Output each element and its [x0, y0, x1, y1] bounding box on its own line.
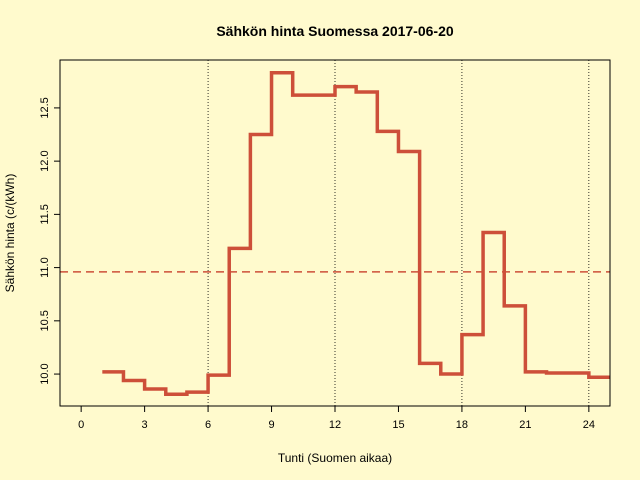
x-tick-label: 24: [583, 419, 595, 431]
y-axis-label: Sähkön hinta (c/(kWh): [3, 174, 17, 293]
x-tick-label: 3: [142, 419, 148, 431]
y-tick-label: 12.0: [39, 150, 51, 171]
x-tick-label: 9: [268, 419, 274, 431]
price-step-line: [102, 71, 610, 397]
x-tick-label: 21: [519, 419, 531, 431]
y-tick-label: 11.0: [39, 257, 51, 278]
x-axis-label: Tunti (Suomen aikaa): [278, 451, 392, 465]
y-axis: 10.0 10.5 11.0 11.5 12.0 12.5: [39, 97, 61, 385]
x-axis: 0 3 6 9 12 15 18 21 24: [78, 405, 595, 431]
x-tick-label: 12: [329, 419, 341, 431]
y-tick-label: 12.5: [39, 97, 51, 118]
chart-title: Sähkön hinta Suomessa 2017-06-20: [216, 23, 454, 39]
x-tick-label: 6: [205, 419, 211, 431]
x-tick-label: 15: [392, 419, 404, 431]
y-tick-label: 11.5: [39, 204, 51, 225]
series-group: [102, 71, 611, 397]
y-tick-label: 10.0: [39, 363, 51, 384]
x-tick-label: 0: [78, 419, 84, 431]
x-tick-label: 18: [456, 419, 468, 431]
y-tick-label: 10.5: [39, 310, 51, 331]
